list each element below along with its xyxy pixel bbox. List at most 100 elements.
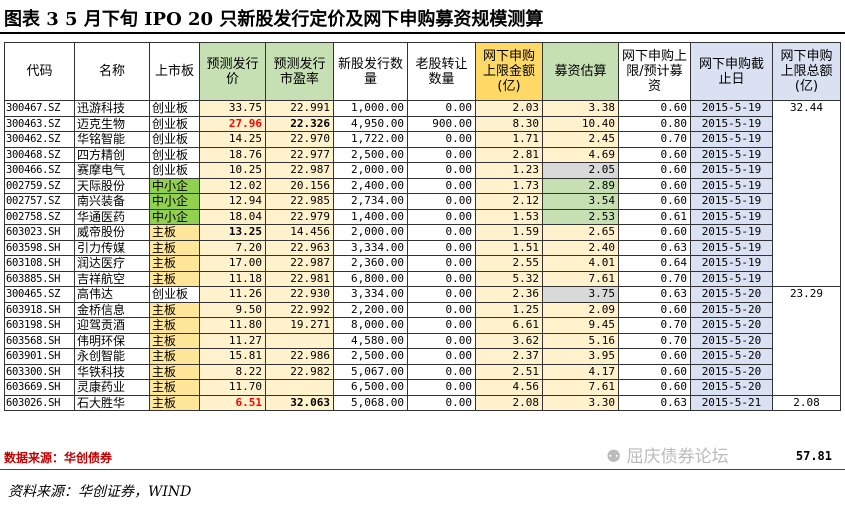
cell-ratio: 0.64 xyxy=(618,255,691,272)
cell-date: 2015-5-20 xyxy=(690,332,773,349)
cell-code: 002757.SZ xyxy=(4,193,75,210)
cell-ratio: 0.60 xyxy=(618,363,691,380)
cell-old-shares: 0.00 xyxy=(407,379,476,396)
cell-cap: 1.23 xyxy=(475,162,543,179)
cell-raise: 3.75 xyxy=(542,286,619,303)
cell-new-shares: 2,000.00 xyxy=(333,162,408,179)
cell-old-shares: 0.00 xyxy=(407,239,476,256)
cell-pe: 20.156 xyxy=(265,177,334,194)
cell-pe: 22.987 xyxy=(265,255,334,272)
cell-code: 603918.SH xyxy=(4,301,75,318)
table-row: 603198.SH 迎驾贡酒 主板 11.80 19.271 8,000.00 0.00 6.… xyxy=(4,317,841,334)
cell-cap: 1.25 xyxy=(475,301,543,318)
figure-title-bar: 图表 3 5 月下旬 IPO 20 只新股发行定价及网下申购募资规模测算 xyxy=(0,0,845,34)
cell-price: 10.25 xyxy=(199,162,266,179)
cell-name: 华铭智能 xyxy=(74,131,150,148)
cell-new-shares: 2,200.00 xyxy=(333,301,408,318)
cell-old-shares: 0.00 xyxy=(407,270,476,287)
cell-cap: 2.36 xyxy=(475,286,543,303)
table-row: 603300.SH 华铁科技 主板 8.22 22.982 5,067.00 0.00 2.5… xyxy=(4,363,841,380)
cell-ratio: 0.60 xyxy=(618,224,691,241)
cell-cap: 4.56 xyxy=(475,379,543,396)
cell-ratio: 0.63 xyxy=(618,394,691,411)
watermark-text: ⚉ 屈庆债券论坛 xyxy=(606,442,729,467)
cell-date: 2015-5-19 xyxy=(690,224,773,241)
cell-ratio: 0.60 xyxy=(618,301,691,318)
cell-cap: 5.32 xyxy=(475,270,543,287)
cell-new-shares: 5,068.00 xyxy=(333,394,408,411)
cell-raise: 2.53 xyxy=(542,208,619,225)
cell-price: 11.26 xyxy=(199,286,266,303)
table-row: 603669.SH 灵康药业 主板 11.70 6,500.00 0.00 4.56 7.61… xyxy=(4,379,841,396)
cell-code: 300466.SZ xyxy=(4,162,75,179)
cell-old-shares: 0.00 xyxy=(407,332,476,349)
cell-old-shares: 0.00 xyxy=(407,348,476,365)
cell-code: 300463.SZ xyxy=(4,115,75,132)
cell-cap: 2.12 xyxy=(475,193,543,210)
cell-ratio: 0.80 xyxy=(618,115,691,132)
cell-old-shares: 0.00 xyxy=(407,100,476,117)
cell-raise: 2.40 xyxy=(542,239,619,256)
cell-code: 300467.SZ xyxy=(4,100,75,117)
cell-pe: 22.979 xyxy=(265,208,334,225)
cell-date: 2015-5-19 xyxy=(690,131,773,148)
cell-new-shares: 2,500.00 xyxy=(333,348,408,365)
cell-date: 2015-5-19 xyxy=(690,270,773,287)
cell-pe: 22.986 xyxy=(265,348,334,365)
cell-cap: 6.61 xyxy=(475,317,543,334)
cell-ratio: 0.63 xyxy=(618,239,691,256)
cell-group-total: 2.08 xyxy=(772,394,841,411)
cell-new-shares: 6,500.00 xyxy=(333,379,408,396)
cell-name: 灵康药业 xyxy=(74,379,150,396)
cell-new-shares: 2,000.00 xyxy=(333,224,408,241)
cell-price: 15.81 xyxy=(199,348,266,365)
cell-cap: 2.37 xyxy=(475,348,543,365)
cell-pe: 22.981 xyxy=(265,270,334,287)
col-header-price: 预测发行价 xyxy=(199,42,266,101)
wechat-icon: ⚉ xyxy=(606,447,622,467)
cell-pe: 22.991 xyxy=(265,100,334,117)
table-row: 300468.SZ 四方精创 创业板 18.76 22.977 2,500.00 0.00 2… xyxy=(4,146,841,163)
col-header-total: 网下申购上限总额(亿) xyxy=(772,42,841,101)
cell-name: 迎驾贡酒 xyxy=(74,317,150,334)
cell-raise: 2.09 xyxy=(542,301,619,318)
cell-name: 迅游科技 xyxy=(74,100,150,117)
cell-old-shares: 0.00 xyxy=(407,363,476,380)
cell-new-shares: 3,334.00 xyxy=(333,239,408,256)
cell-raise: 3.30 xyxy=(542,394,619,411)
cell-price: 8.22 xyxy=(199,363,266,380)
cell-price: 12.94 xyxy=(199,193,266,210)
cell-price: 17.00 xyxy=(199,255,266,272)
cell-cap: 1.59 xyxy=(475,224,543,241)
cell-board: 创业板 xyxy=(149,131,200,148)
cell-old-shares: 0.00 xyxy=(407,162,476,179)
cell-date: 2015-5-20 xyxy=(690,363,773,380)
cell-code: 603300.SH xyxy=(4,363,75,380)
cell-date: 2015-5-21 xyxy=(690,394,773,411)
cell-name: 石大胜华 xyxy=(74,394,150,411)
cell-pe: 19.271 xyxy=(265,317,334,334)
cell-board: 主板 xyxy=(149,363,200,380)
cell-ratio: 0.60 xyxy=(618,348,691,365)
cell-name: 永创智能 xyxy=(74,348,150,365)
cell-pe: 22.977 xyxy=(265,146,334,163)
col-header-old-shares: 老股转让数量 xyxy=(407,42,476,101)
cell-new-shares: 2,400.00 xyxy=(333,177,408,194)
table-row: 603918.SH 金桥信息 主板 9.50 22.992 2,200.00 0.00 1.2… xyxy=(4,301,841,318)
cell-raise: 2.45 xyxy=(542,131,619,148)
cell-old-shares: 0.00 xyxy=(407,208,476,225)
cell-ratio: 0.60 xyxy=(618,162,691,179)
cell-name: 润达医疗 xyxy=(74,255,150,272)
cell-new-shares: 1,722.00 xyxy=(333,131,408,148)
cell-name: 华通医药 xyxy=(74,208,150,225)
cell-group-total: 23.29 xyxy=(772,286,841,396)
table-row: 300467.SZ 迅游科技 创业板 33.75 22.991 1,000.00 0.00 2… xyxy=(4,100,841,287)
cell-name: 南兴装备 xyxy=(74,193,150,210)
ipo-table: 代码 名称 上市板 预测发行价 预测发行市盈率 新股发行数量 老股转让数量 网下… xyxy=(4,42,841,411)
cell-board: 创业板 xyxy=(149,162,200,179)
cell-board: 主板 xyxy=(149,239,200,256)
cell-board: 主板 xyxy=(149,332,200,349)
cell-board: 主板 xyxy=(149,301,200,318)
cell-date: 2015-5-19 xyxy=(690,177,773,194)
cell-board: 主板 xyxy=(149,255,200,272)
